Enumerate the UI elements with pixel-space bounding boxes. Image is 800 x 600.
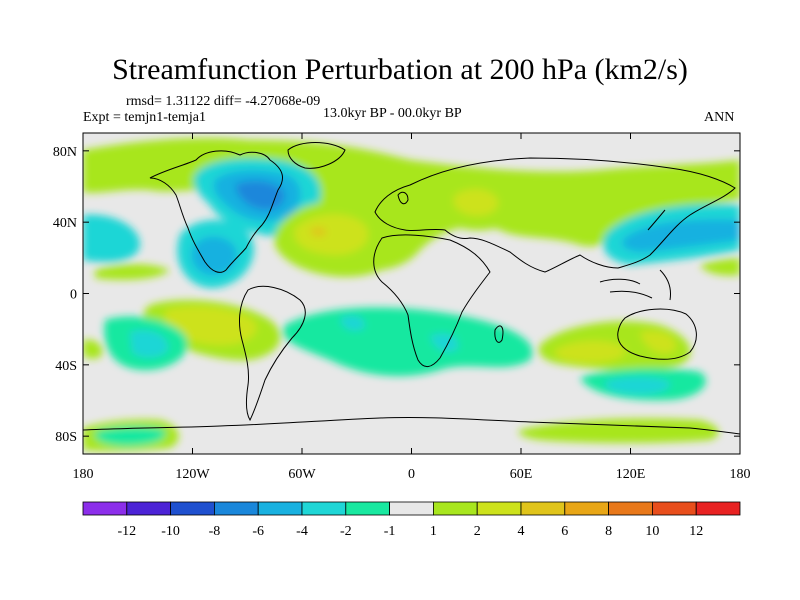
axis-labels: 180 120W 60W 0 60E 120E 180 80N 40N 0 40S 80S [53,145,751,482]
colorbar-swatch [257,501,303,516]
colorbar-level-label: 12 [689,524,703,539]
coast-australia [617,308,697,360]
colorbar-level-label: -6 [252,524,264,539]
map-title: Streamfunction Perturbation at 200 hPa (… [112,53,688,86]
colorbar-swatch [345,501,390,516]
colorbar-level-label: 6 [561,524,568,539]
contour-sa-green [83,339,103,359]
contour-spac-cyan [130,330,169,358]
colorbar-level-label: 1 [430,524,437,539]
lat-label-80S: 80S [55,430,77,445]
colorbar-swatch [652,501,697,516]
colorbar-level-label: -2 [340,524,352,539]
lon-label-180: 180 [730,467,751,482]
colorbar-swatch [520,501,566,516]
colorbar-labels: -12 -10 -8 -6 -4 -2 -1 1 2 4 6 8 10 12 [117,524,703,539]
colorbar-swatch [170,501,215,516]
colorbar-swatch [126,501,172,516]
lon-label-60W: 60W [288,467,316,482]
contour-npac-cyan [83,214,140,263]
lon-label-60E: 60E [510,467,533,482]
axis-ticks [82,133,741,454]
contour-natl-yellow [294,214,369,255]
coastlines [83,142,740,435]
colorbar-swatch [82,501,128,516]
colorbar-level-label: 4 [518,524,525,539]
colorbar [82,501,741,516]
contour-asia-yellow [453,188,499,216]
colorbar-swatch [301,501,347,516]
season-label: ANN [704,110,735,125]
contour-soc-cyan [604,376,671,395]
contour-field [83,133,740,454]
colorbar-swatch [608,501,653,516]
contour-wpac-green [700,258,740,276]
contour-aus-yellow [554,340,626,363]
contour-natl-orange [310,227,327,237]
coast-antarctica [83,416,740,435]
contour-aus-yellow-east [640,330,676,354]
colorbar-level-label: -8 [209,524,221,539]
colorbar-swatch [389,501,434,516]
lat-label-0: 0 [70,288,77,303]
period-label: 13.0kyr BP - 00.0kyr BP [323,106,462,121]
colorbar-swatch [432,501,478,516]
colorbar-level-label: -4 [296,524,308,539]
lon-label-120E: 120E [616,467,646,482]
stats-label: rmsd= 1.31122 diff= -4.27068e-09 [126,94,321,109]
lat-label-40S: 40S [55,359,77,374]
colorbar-swatch [213,501,259,516]
coast-maritime-asia [599,269,671,301]
contour-satl-cyan [340,315,365,331]
lat-label-40N: 40N [53,216,77,231]
contour-south-yellow [165,306,257,345]
colorbar-swatch [476,501,522,516]
coast-uk [397,191,409,205]
contour-wpac-blue [622,219,740,252]
lon-label-0: 0 [408,467,415,482]
lon-label-180: 180 [73,467,94,482]
experiment-label: Expt = temjn1-temja1 [83,110,206,125]
colorbar-level-label: -1 [384,524,396,539]
contour-ant-green-east [518,418,719,443]
colorbar-level-label: -10 [161,524,180,539]
colorbar-level-label: 2 [474,524,481,539]
lat-label-80N: 80N [53,145,77,160]
coast-south-america [239,285,306,422]
lon-label-120W: 120W [175,467,210,482]
coast-madagascar [494,325,504,343]
coast-north-america [149,150,283,273]
colorbar-swatch [695,501,741,516]
contour-carib-blue [191,236,237,276]
colorbar-level-label: -12 [117,524,136,539]
coast-africa [373,234,491,367]
coast-eurasia [374,157,736,273]
colorbar-swatch [564,501,609,516]
contour-na-darkblue [235,180,285,210]
colorbar-level-label: 10 [645,524,659,539]
coast-greenland [287,142,346,169]
colorbar-level-label: 8 [605,524,612,539]
coast-japan [647,209,666,231]
contour-npac-green [95,264,170,280]
contour-ant-teal [94,426,166,446]
